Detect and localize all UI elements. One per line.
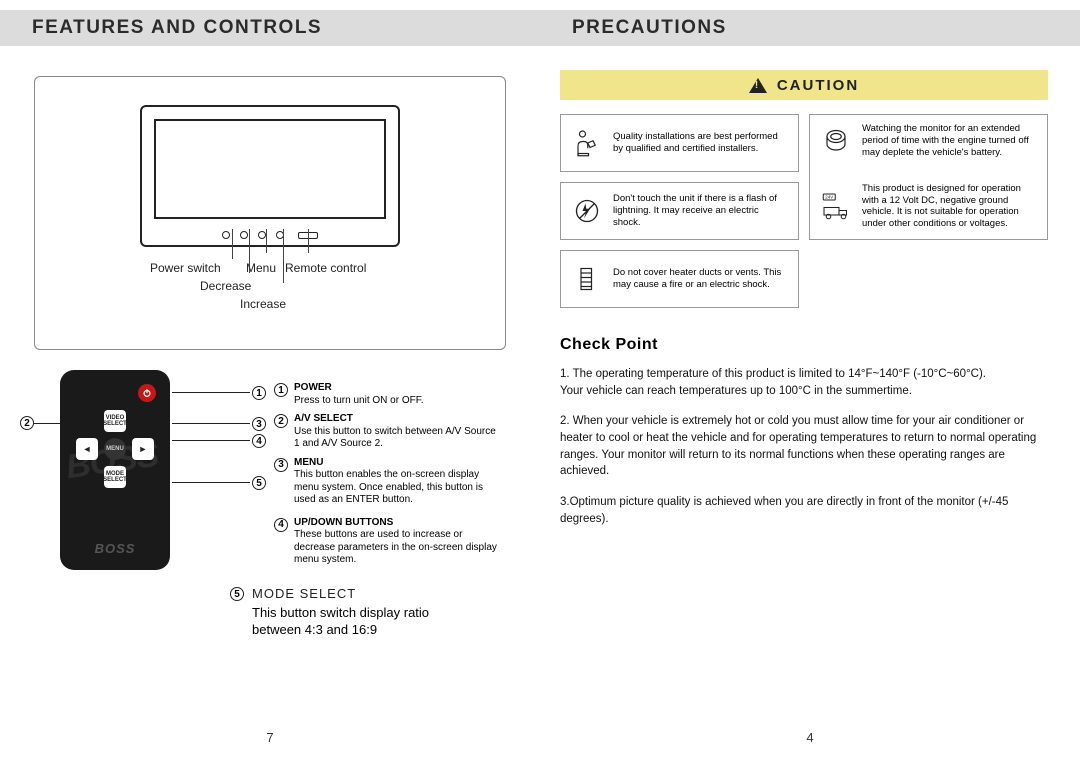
circled-num-4: 4 [274, 518, 288, 532]
right-header-title: PRECAUTIONS [572, 17, 727, 39]
installer-icon [571, 128, 603, 158]
no-touch-lightning-icon [571, 196, 603, 226]
item-body-updown: These buttons are used to increase or de… [294, 529, 504, 567]
right-lead-num-3: 3 [252, 417, 266, 431]
caution-grid: Quality installations are best performed… [560, 114, 1048, 308]
item-title-menu: MENU [294, 457, 504, 470]
remote-leaders-left: 2 [20, 370, 60, 570]
caution-banner: CAUTION [560, 70, 1048, 100]
label-decrease: Decrease [200, 279, 251, 293]
item-body-avselect: Use this button to switch between A/V So… [294, 426, 504, 451]
remote-item-power: 1 POWER Press to turn unit ON or OFF. [274, 382, 504, 407]
monitor-btn-2 [240, 231, 248, 239]
monitor-bezel [140, 105, 400, 247]
left-header-bar: FEATURES AND CONTROLS [0, 10, 540, 46]
item-title-power: POWER [294, 382, 423, 395]
item-title-avselect: A/V SELECT [294, 413, 504, 426]
circled-num-5: 5 [230, 587, 244, 601]
remote-btn-video-select: VIDEOSELECT [104, 410, 126, 432]
battery-icon [820, 126, 852, 156]
truck-24v-icon: 24V [820, 191, 852, 221]
remote-btn-mode-select: MODESELECT [104, 466, 126, 488]
checkpoint-p1: 1. The operating temperature of this pro… [560, 366, 1048, 399]
caution-installers-text: Quality installations are best performed… [613, 131, 788, 155]
monitor-illustration: Power switch Menu Remote control Decreas… [140, 105, 400, 325]
left-page-number: 7 [266, 730, 273, 745]
caution-label: CAUTION [777, 77, 859, 94]
right-lead-num-5: 5 [252, 476, 266, 490]
monitor-labels: Power switch Menu Remote control Decreas… [140, 255, 400, 325]
remote-illustration: BOSS VIDEOSELECT ◄ MENU ► MODESELECT BOS… [60, 370, 170, 570]
right-lead-num-1: 1 [252, 386, 266, 400]
monitor-button-row [222, 231, 318, 239]
caution-lightning: Don't touch the unit if there is a flash… [560, 182, 799, 240]
mode-select-body: This button switch display ratio between… [252, 605, 470, 639]
caution-heater-text: Do not cover heater ducts or vents. This… [613, 267, 788, 291]
caution-installers: Quality installations are best performed… [560, 114, 799, 172]
checkpoint-p2: 2. When your vehicle is extremely hot or… [560, 413, 1048, 480]
circled-num-2-left: 2 [20, 416, 34, 430]
caution-voltage-text: This product is designed for operation w… [862, 183, 1037, 231]
label-menu: Menu [246, 261, 276, 275]
remote-btn-left: ◄ [76, 438, 98, 460]
remote-leaders-right: 1 3 4 5 1 POWER [178, 370, 520, 570]
right-page-number: 4 [806, 730, 813, 745]
monitor-screen [154, 119, 386, 219]
caution-battery-text: Watching the monitor for an extended per… [862, 123, 1037, 159]
label-remote-control: Remote control [285, 261, 366, 275]
right-lead-num-4: 4 [252, 434, 266, 448]
remote-dpad: VIDEOSELECT ◄ MENU ► MODESELECT [76, 410, 154, 488]
remote-btn-right: ► [132, 438, 154, 460]
left-header-title: FEATURES AND CONTROLS [32, 17, 322, 39]
circled-num-2: 2 [274, 414, 288, 428]
monitor-diagram-frame: Power switch Menu Remote control Decreas… [34, 76, 506, 350]
remote-item-updown: 4 UP/DOWN BUTTONS These buttons are used… [274, 517, 504, 567]
item-body-menu: This button enables the on-screen displa… [294, 469, 504, 507]
heater-vent-icon [571, 264, 603, 294]
caution-lightning-text: Don't touch the unit if there is a flash… [613, 193, 788, 229]
voltage-badge-text: 24V [825, 195, 833, 200]
right-header-bar: PRECAUTIONS [540, 10, 1080, 46]
power-icon [138, 384, 156, 402]
checkpoint-section: Check Point 1. The operating temperature… [560, 336, 1048, 527]
remote-btn-menu: MENU [104, 438, 126, 460]
page-spread: FEATURES AND CONTROLS [0, 0, 1080, 763]
remote-section: 2 BOSS VIDEOSELECT ◄ MENU ► MODESELECT B… [20, 370, 520, 570]
mode-select-title: MODE SELECT [252, 586, 356, 601]
remote-brand-label: BOSS [95, 541, 136, 556]
item-body-power: Press to turn unit ON or OFF. [294, 395, 423, 408]
caution-heater: Do not cover heater ducts or vents. This… [560, 250, 799, 308]
right-page: PRECAUTIONS CAUTION Quality installation… [540, 0, 1080, 763]
left-page: FEATURES AND CONTROLS [0, 0, 540, 763]
monitor-btn-1 [222, 231, 230, 239]
circled-num-1: 1 [274, 383, 288, 397]
remote-item-avselect: 2 A/V SELECT Use this button to switch b… [274, 413, 504, 451]
caution-right-stack: Watching the monitor for an extended per… [809, 114, 1048, 240]
circled-num-3: 3 [274, 458, 288, 472]
checkpoint-p3: 3.Optimum picture quality is achieved wh… [560, 494, 1048, 527]
label-power-switch: Power switch [150, 261, 221, 275]
warning-triangle-icon [749, 78, 767, 93]
monitor-btn-3 [258, 231, 266, 239]
remote-item-menu: 3 MENU This button enables the on-screen… [274, 457, 504, 507]
label-increase: Increase [240, 297, 286, 311]
mode-select-block: 5 MODE SELECT This button switch display… [230, 586, 470, 639]
item-title-updown: UP/DOWN BUTTONS [294, 517, 504, 530]
checkpoint-title: Check Point [560, 336, 1048, 354]
